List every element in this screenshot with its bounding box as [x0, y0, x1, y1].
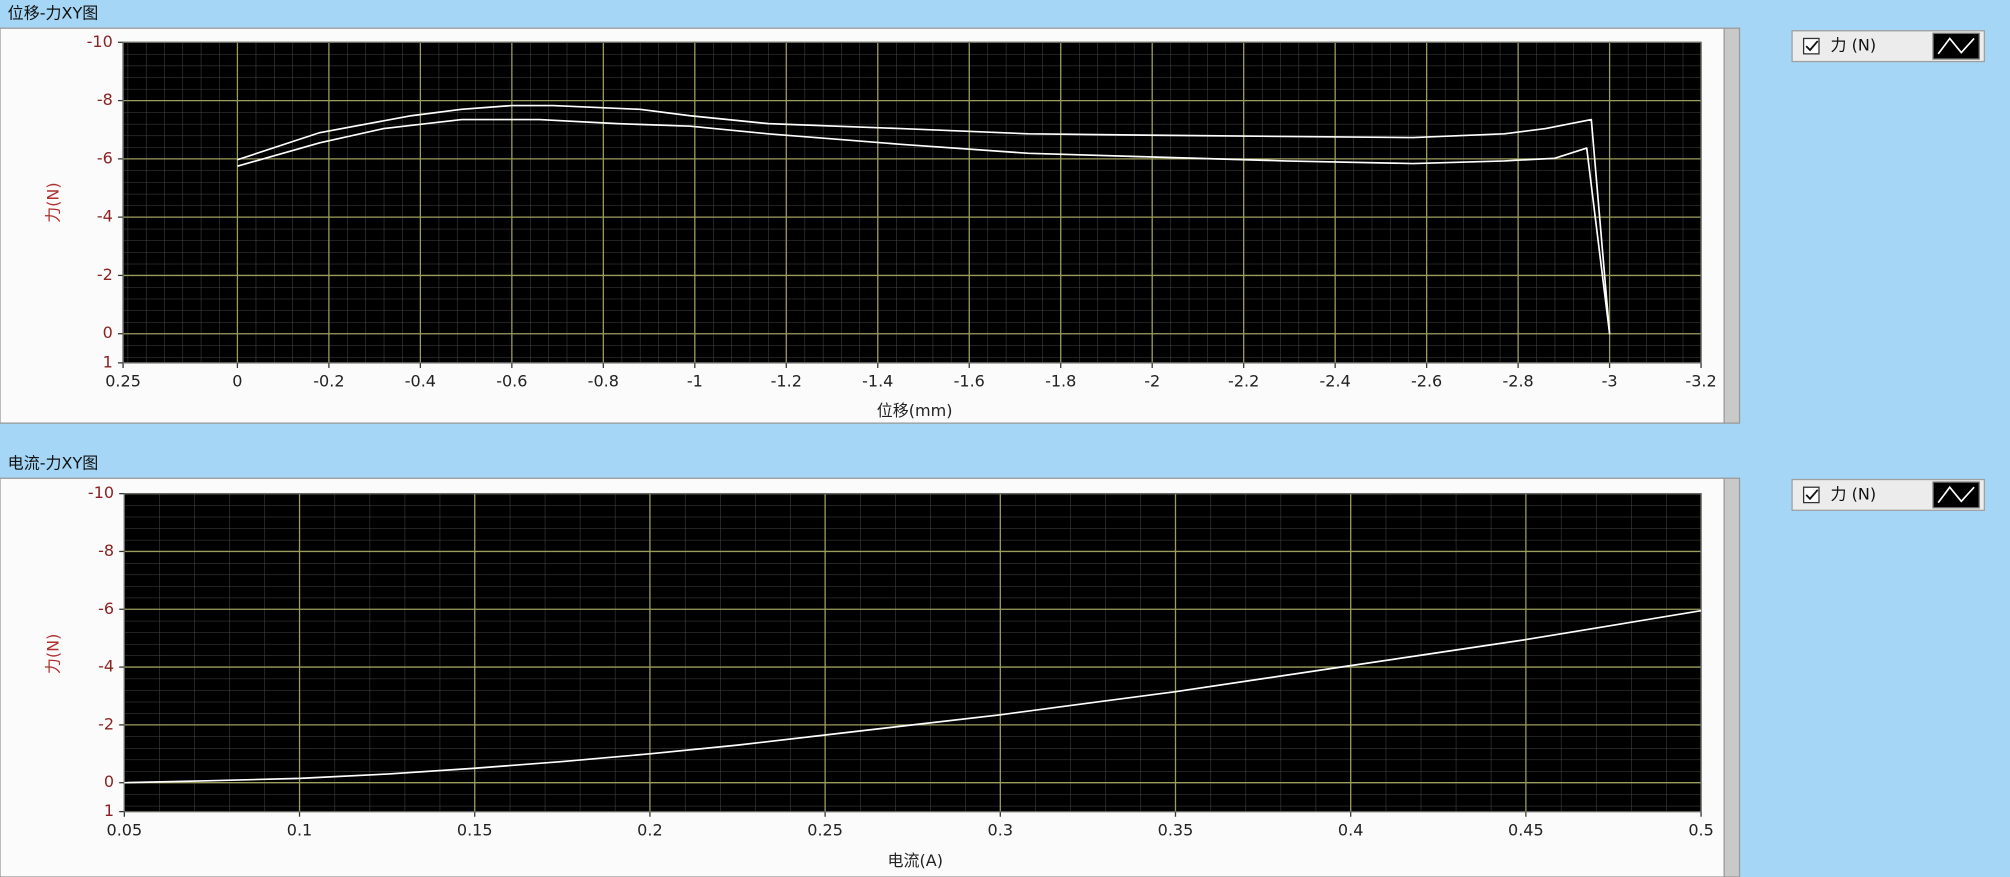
data-line — [237, 104, 1611, 335]
graph-title: 位移-力XY图 — [8, 4, 99, 23]
x-tick-label: 0.1 — [287, 820, 312, 839]
minor-grid — [124, 493, 1702, 812]
x-tick-label: -1.2 — [771, 372, 802, 391]
checkbox-check — [1805, 40, 1819, 52]
x-tick-label: -1.4 — [862, 372, 893, 391]
legend-label: 力 (N) — [1831, 484, 1877, 503]
y-tick-label: -8 — [98, 541, 114, 560]
x-tick-label: 0.4 — [1338, 820, 1363, 839]
x-tick-label: -0.4 — [405, 372, 436, 391]
legend-checkbox[interactable] — [1802, 37, 1820, 55]
x-axis-label: 位移(mm) — [877, 401, 953, 420]
legend-line — [1937, 485, 1975, 504]
data-line — [124, 609, 1702, 784]
x-tick-label: 0.25 — [105, 372, 141, 391]
x-tick-label: -1.6 — [954, 372, 985, 391]
y-tick-label: -8 — [97, 90, 113, 109]
x-tick-label: -2.6 — [1411, 372, 1442, 391]
x-tick-label: -3.2 — [1685, 372, 1716, 391]
minor-grid — [123, 42, 1702, 363]
x-axis-label: 电流(A) — [888, 851, 943, 870]
y-tick-label: -2 — [98, 714, 114, 733]
graph-title: 电流-力XY图 — [8, 454, 99, 473]
y-tick-label: -10 — [87, 32, 113, 51]
x-tick-label: -0.8 — [588, 372, 619, 391]
plot-frame — [122, 41, 1702, 364]
x-tick-label: -0.6 — [496, 372, 527, 391]
y-axis-label: 力(N) — [43, 182, 62, 223]
y-tick-label: -2 — [97, 265, 113, 284]
plot-frame — [123, 492, 1702, 813]
y-tick-label: -4 — [97, 207, 113, 226]
y-tick-label: -10 — [88, 483, 114, 502]
x-tick-label: 0.5 — [1688, 820, 1713, 839]
x-tick-label: -1.8 — [1045, 372, 1076, 391]
y-tick-label: -6 — [97, 148, 113, 167]
x-tick-label: 0.35 — [1158, 820, 1194, 839]
y-tick-label: 1 — [103, 352, 113, 371]
x-tick-label: 0.05 — [107, 820, 143, 839]
x-tick-label: 0 — [232, 372, 242, 391]
y-tick-label: -6 — [98, 599, 114, 618]
y-tick-label: -4 — [98, 657, 114, 676]
legend-line — [1937, 37, 1975, 55]
legend-label: 力 (N) — [1831, 36, 1877, 55]
x-tick-label: 0.3 — [988, 820, 1013, 839]
x-tick-label: -2.8 — [1502, 372, 1533, 391]
checkbox-check — [1805, 489, 1819, 501]
y-tick-label: 0 — [103, 323, 113, 342]
y-tick-label: 0 — [104, 772, 114, 791]
y-tick-label: 1 — [104, 801, 114, 820]
y-axis-label: 力(N) — [43, 634, 62, 675]
legend-checkbox[interactable] — [1802, 486, 1820, 504]
x-tick-label: 0.2 — [637, 820, 662, 839]
x-tick-label: -1 — [687, 372, 703, 391]
panel-edge — [1723, 27, 1741, 424]
x-tick-label: 0.15 — [457, 820, 493, 839]
x-tick-label: 0.25 — [807, 820, 843, 839]
x-tick-label: -0.2 — [313, 372, 344, 391]
x-tick-label: -2.2 — [1228, 372, 1259, 391]
x-tick-label: -2 — [1144, 372, 1160, 391]
x-tick-label: -2.4 — [1320, 372, 1351, 391]
x-tick-label: -3 — [1602, 372, 1618, 391]
x-tick-label: 0.45 — [1508, 820, 1544, 839]
panel-edge — [1723, 477, 1741, 877]
